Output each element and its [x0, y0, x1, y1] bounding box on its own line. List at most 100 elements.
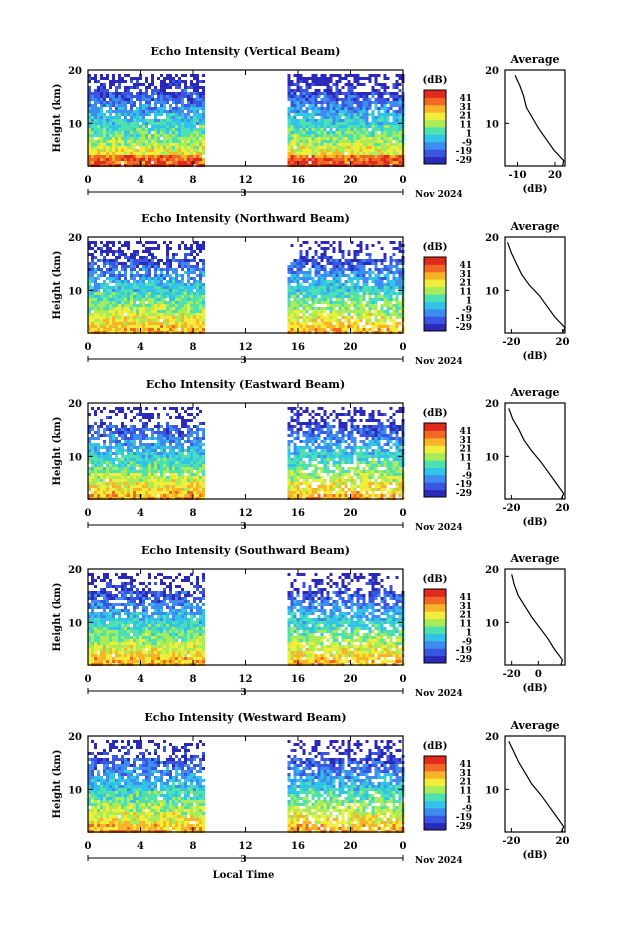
heatmap-cell [372, 86, 375, 89]
heatmap-cell [309, 328, 312, 331]
heatmap-cell [118, 325, 121, 328]
heatmap-cell [196, 77, 199, 80]
heatmap-cell [300, 95, 303, 98]
heatmap-cell [318, 161, 321, 164]
heatmap-cell [106, 253, 109, 256]
heatmap-cell [357, 128, 360, 131]
heatmap-cell [94, 301, 97, 304]
heatmap-cell [139, 410, 142, 413]
heatmap-cell [181, 149, 184, 152]
heatmap-cell [184, 283, 187, 286]
heatmap-cell [300, 128, 303, 131]
heatmap-cell [169, 485, 172, 488]
heatmap-cell [360, 250, 363, 253]
heatmap-cell [297, 271, 300, 274]
heatmap-cell [318, 89, 321, 92]
heatmap-cell [145, 479, 148, 482]
heatmap-cell [321, 161, 324, 164]
heatmap-cell [324, 92, 327, 95]
heatmap-cell [294, 119, 297, 122]
heatmap-cell [390, 313, 393, 316]
heatmap-cell [142, 434, 145, 437]
heatmap-cell [148, 149, 151, 152]
heatmap-cell [387, 155, 390, 158]
heatmap-cell [163, 295, 166, 298]
heatmap-cell [294, 89, 297, 92]
heatmap-cell [181, 92, 184, 95]
heatmap-cell [372, 158, 375, 161]
heatmap-cell [333, 125, 336, 128]
heatmap-cell [151, 80, 154, 83]
heatmap-cell [127, 134, 130, 137]
heatmap-cell [288, 307, 291, 310]
heatmap-cell [181, 277, 184, 280]
heatmap-cell [312, 152, 315, 155]
heatmap-cell [103, 283, 106, 286]
heatmap-cell [336, 325, 339, 328]
heatmap-cell [142, 325, 145, 328]
heatmap-cell [372, 286, 375, 289]
heatmap-cell [291, 110, 294, 113]
heatmap-cell [136, 131, 139, 134]
heatmap-cell [169, 158, 172, 161]
heatmap-cell [336, 107, 339, 110]
heatmap-cell [196, 161, 199, 164]
heatmap-cell [303, 146, 306, 149]
heatmap-cell [163, 452, 166, 455]
heatmap-cell [393, 328, 396, 331]
heatmap-cell [133, 152, 136, 155]
heatmap-cell [393, 292, 396, 295]
heatmap-cell [199, 244, 202, 247]
heatmap-cell [396, 301, 399, 304]
heatmap-cell [378, 137, 381, 140]
heatmap-cell [366, 128, 369, 131]
heatmap-cell [196, 313, 199, 316]
heatmap-cell [163, 461, 166, 464]
heatmap-cell [294, 116, 297, 119]
heatmap-cell [166, 325, 169, 328]
heatmap-cell [288, 77, 291, 80]
heatmap-cell [336, 125, 339, 128]
heatmap-cell [166, 140, 169, 143]
heatmap-cell [202, 95, 205, 98]
heatmap-cell [294, 277, 297, 280]
heatmap-cell [178, 295, 181, 298]
heatmap-cell [348, 277, 351, 280]
heatmap-cell [100, 137, 103, 140]
heatmap-cell [163, 307, 166, 310]
heatmap-cell [336, 259, 339, 262]
x-tick-label: 0 [85, 342, 92, 353]
heatmap-cell [118, 446, 121, 449]
heatmap-cell [318, 134, 321, 137]
heatmap-cell [318, 244, 321, 247]
heatmap-cell [133, 470, 136, 473]
heatmap-cell [184, 425, 187, 428]
heatmap-cell [112, 122, 115, 125]
heatmap-cell [118, 92, 121, 95]
heatmap-cell [124, 283, 127, 286]
heatmap-cell [339, 328, 342, 331]
heatmap-cell [145, 119, 148, 122]
heatmap-cell [360, 140, 363, 143]
heatmap-cell [118, 134, 121, 137]
heatmap-cell [118, 452, 121, 455]
heatmap-cell [106, 298, 109, 301]
heatmap-cell [369, 268, 372, 271]
heatmap-cell [190, 119, 193, 122]
heatmap-cell [145, 250, 148, 253]
heatmap-cell [315, 140, 318, 143]
heatmap-cell [360, 95, 363, 98]
heatmap-cell [166, 479, 169, 482]
colorbar-swatch [424, 287, 446, 295]
heatmap-cell [91, 110, 94, 113]
heatmap-cell [133, 280, 136, 283]
heatmap-cell [196, 301, 199, 304]
heatmap-cell [169, 80, 172, 83]
chart-title: Echo Intensity (Vertical Beam) [150, 45, 340, 58]
heatmap-cell [333, 119, 336, 122]
heatmap-cell [121, 307, 124, 310]
heatmap-cell [297, 304, 300, 307]
heatmap-cell [166, 101, 169, 104]
heatmap-cell [115, 262, 118, 265]
heatmap-cell [357, 110, 360, 113]
